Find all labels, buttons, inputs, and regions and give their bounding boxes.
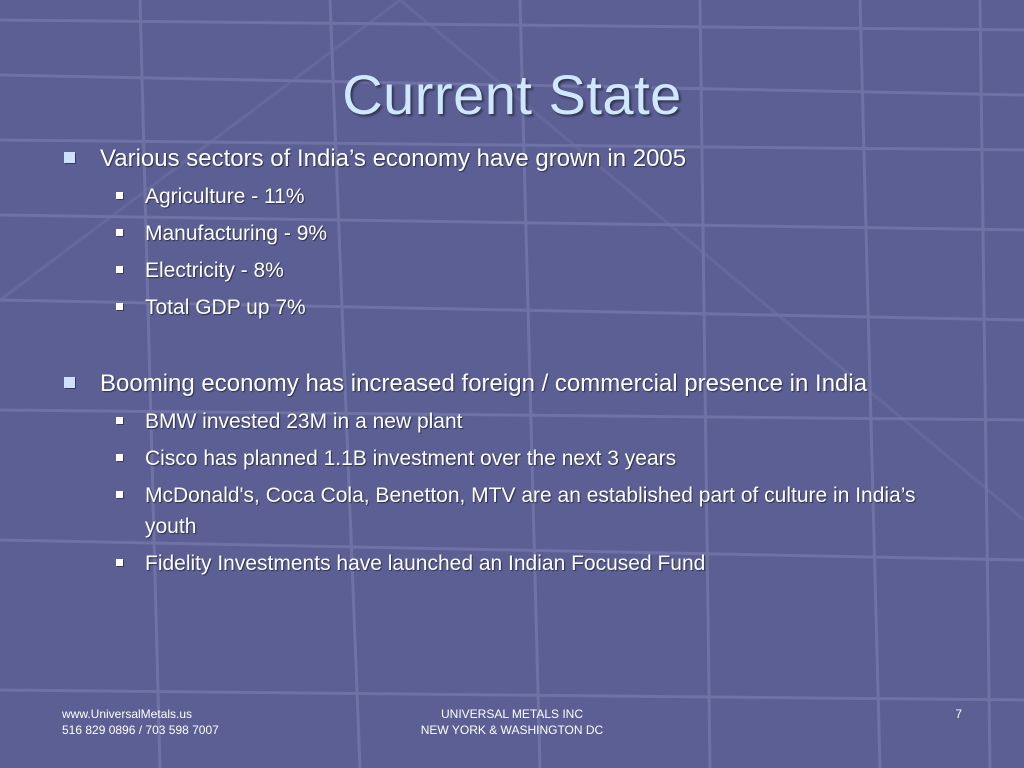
bullet-item-level2: Manufacturing - 9% xyxy=(60,218,960,249)
bullet-text: Booming economy has increased foreign / … xyxy=(100,370,868,397)
small-square-bullet-icon xyxy=(116,559,123,566)
small-square-bullet-icon xyxy=(116,303,123,310)
bullet-item-level2: BMW invested 23M in a new plant xyxy=(60,406,960,437)
footer-company-location: NEW YORK & WASHINGTON DC xyxy=(420,723,604,737)
bullet-text: Various sectors of India’s economy have … xyxy=(100,145,687,172)
small-square-bullet-icon xyxy=(116,491,123,498)
bullet-text: Cisco has planned 1.1B investment over t… xyxy=(145,447,677,470)
small-square-bullet-icon xyxy=(116,266,123,273)
bullet-text: Agriculture - 11% xyxy=(145,185,305,208)
square-bullet-icon xyxy=(64,377,75,388)
bullet-item-level2: McDonald's, Coca Cola, Benetton, MTV are… xyxy=(60,480,960,542)
bullet-text: BMW invested 23M in a new plant xyxy=(145,410,463,433)
square-bullet-icon xyxy=(64,152,75,163)
bullet-item-level1: Booming economy has increased foreign / … xyxy=(60,367,960,400)
bullet-item-level2: Electricity - 8% xyxy=(60,255,960,286)
footer-phone: 516 829 0896 / 703 598 7007 xyxy=(62,723,219,737)
bullet-text: Manufacturing - 9% xyxy=(145,222,328,245)
slide-title: Current State xyxy=(342,63,682,126)
bullet-item-level2: Cisco has planned 1.1B investment over t… xyxy=(60,443,960,474)
bullet-text: McDonald's, Coca Cola, Benetton, MTV are… xyxy=(145,484,916,538)
bullet-item-level1: Various sectors of India’s economy have … xyxy=(60,142,960,175)
slide-content: Various sectors of India’s economy have … xyxy=(60,142,960,579)
small-square-bullet-icon xyxy=(116,229,123,236)
bullet-text: Fidelity Investments have launched an In… xyxy=(145,552,706,575)
small-square-bullet-icon xyxy=(116,417,123,424)
footer-website-link[interactable]: www.UniversalMetals.us xyxy=(62,707,193,721)
section-spacer xyxy=(60,323,960,367)
bullet-item-level2: Total GDP up 7% xyxy=(60,292,960,323)
footer-contact: www.UniversalMetals.us 516 829 0896 / 70… xyxy=(62,706,219,738)
small-square-bullet-icon xyxy=(116,454,123,461)
bullet-text: Electricity - 8% xyxy=(145,259,284,282)
footer-company: UNIVERSAL METALS INC NEW YORK & WASHINGT… xyxy=(312,706,712,738)
bullet-item-level2: Fidelity Investments have launched an In… xyxy=(60,548,960,579)
bullet-text: Total GDP up 7% xyxy=(145,296,306,319)
slide-number: 7 xyxy=(955,707,962,721)
small-square-bullet-icon xyxy=(116,192,123,199)
bullet-item-level2: Agriculture - 11% xyxy=(60,181,960,212)
footer-company-name: UNIVERSAL METALS INC xyxy=(440,707,584,721)
